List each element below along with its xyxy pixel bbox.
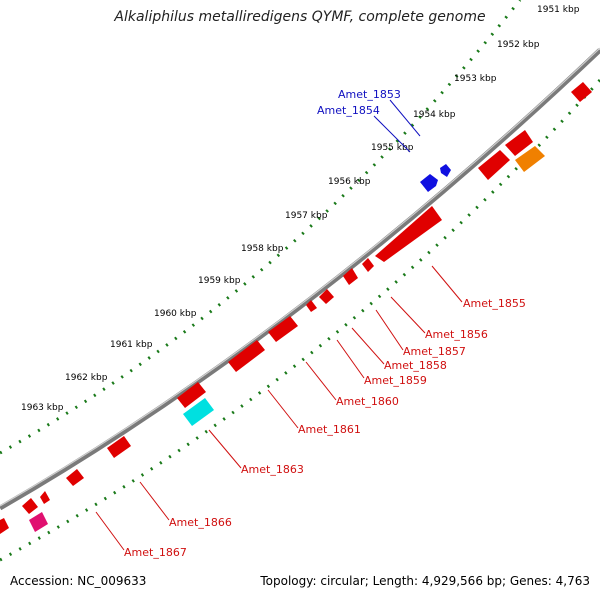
leader-amet-1867	[95, 511, 125, 551]
label-leaders	[95, 99, 463, 551]
gene-amet-1859[interactable]	[306, 300, 317, 312]
tick-label: 1963 kbp	[21, 403, 64, 413]
leader-amet-1860	[305, 361, 337, 401]
leader-amet-1856	[390, 296, 426, 334]
leader-amet-1863	[208, 429, 242, 469]
leader-amet-1855	[431, 265, 463, 303]
gene-orange[interactable]	[515, 146, 545, 172]
leader-amet-1861	[267, 389, 299, 429]
gene-amet-1860[interactable]	[268, 316, 298, 342]
leader-amet-1859	[336, 339, 365, 379]
tick-label: 1954 kbp	[413, 110, 456, 120]
gene-amet-1855[interactable]	[375, 206, 442, 262]
gene-label[interactable]: Amet_1867	[124, 546, 187, 559]
tick-label: 1958 kbp	[241, 244, 284, 254]
tick-label: 1953 kbp	[454, 74, 497, 84]
tick-labels: 1951 kbp 1952 kbp 1953 kbp 1954 kbp 1955…	[21, 5, 580, 413]
gene-amet-1854[interactable]	[420, 174, 438, 192]
leader-amet-1866	[139, 481, 170, 521]
genome-backbone-highlight	[0, 47, 600, 507]
gene-red-mid[interactable]	[177, 382, 206, 408]
genome-summary-text: Topology: circular; Length: 4,929,566 bp…	[260, 574, 590, 588]
tick-label: 1961 kbp	[110, 340, 153, 350]
gene-red-upper-2[interactable]	[505, 130, 533, 156]
tick-label: 1952 kbp	[497, 40, 540, 50]
gene-label[interactable]: Amet_1859	[364, 374, 427, 387]
gene-red-lower-2[interactable]	[66, 469, 84, 486]
gene-label[interactable]: Amet_1853	[338, 88, 401, 101]
gene-labels: Amet_1853 Amet_1854 Amet_1855 Amet_1856 …	[124, 88, 526, 559]
gene-red-lower-3[interactable]	[40, 491, 50, 504]
gene-amet-1858[interactable]	[319, 289, 334, 304]
gene-label[interactable]: Amet_1854	[317, 104, 380, 117]
gene-amet-1856[interactable]	[362, 258, 374, 272]
outer-tick-track	[0, 0, 522, 455]
tick-label: 1956 kbp	[328, 177, 371, 187]
gene-label[interactable]: Amet_1860	[336, 395, 399, 408]
tick-label: 1951 kbp	[537, 5, 580, 15]
genome-backbone	[0, 48, 600, 511]
gene-label[interactable]: Amet_1857	[403, 345, 466, 358]
gene-label[interactable]: Amet_1861	[298, 423, 361, 436]
gene-label[interactable]: Amet_1858	[384, 359, 447, 372]
gene-label[interactable]: Amet_1863	[241, 463, 304, 476]
gene-pink[interactable]	[29, 512, 48, 532]
gene-label[interactable]: Amet_1856	[425, 328, 488, 341]
leader-amet-1853	[389, 99, 421, 137]
tick-label: 1959 kbp	[198, 276, 241, 286]
gene-red-edge[interactable]	[0, 518, 9, 534]
leader-amet-1858	[351, 327, 385, 365]
gene-amet-1861[interactable]	[228, 340, 265, 372]
accession-text: Accession: NC_009633	[10, 574, 147, 588]
inner-tick-track	[0, 78, 600, 562]
gene-label[interactable]: Amet_1866	[169, 516, 232, 529]
tick-label: 1957 kbp	[285, 211, 328, 221]
tick-label: 1955 kbp	[371, 143, 414, 153]
gene-amet-1853[interactable]	[440, 164, 451, 177]
gene-red-lower[interactable]	[107, 436, 131, 458]
genes	[0, 82, 592, 534]
gene-amet-1863[interactable]	[183, 398, 214, 426]
leader-amet-1857	[375, 309, 404, 351]
gene-red-upper[interactable]	[478, 150, 510, 180]
gene-red-lower-4[interactable]	[22, 498, 38, 514]
tick-label: 1962 kbp	[65, 373, 108, 383]
leader-amet-1854	[373, 115, 411, 153]
map-title: Alkaliphilus metalliredigens QYMF, compl…	[114, 9, 486, 25]
gene-label[interactable]: Amet_1855	[463, 297, 526, 310]
gene-red-top-right[interactable]	[571, 82, 592, 102]
gene-amet-1857[interactable]	[343, 268, 358, 285]
tick-label: 1960 kbp	[154, 309, 197, 319]
